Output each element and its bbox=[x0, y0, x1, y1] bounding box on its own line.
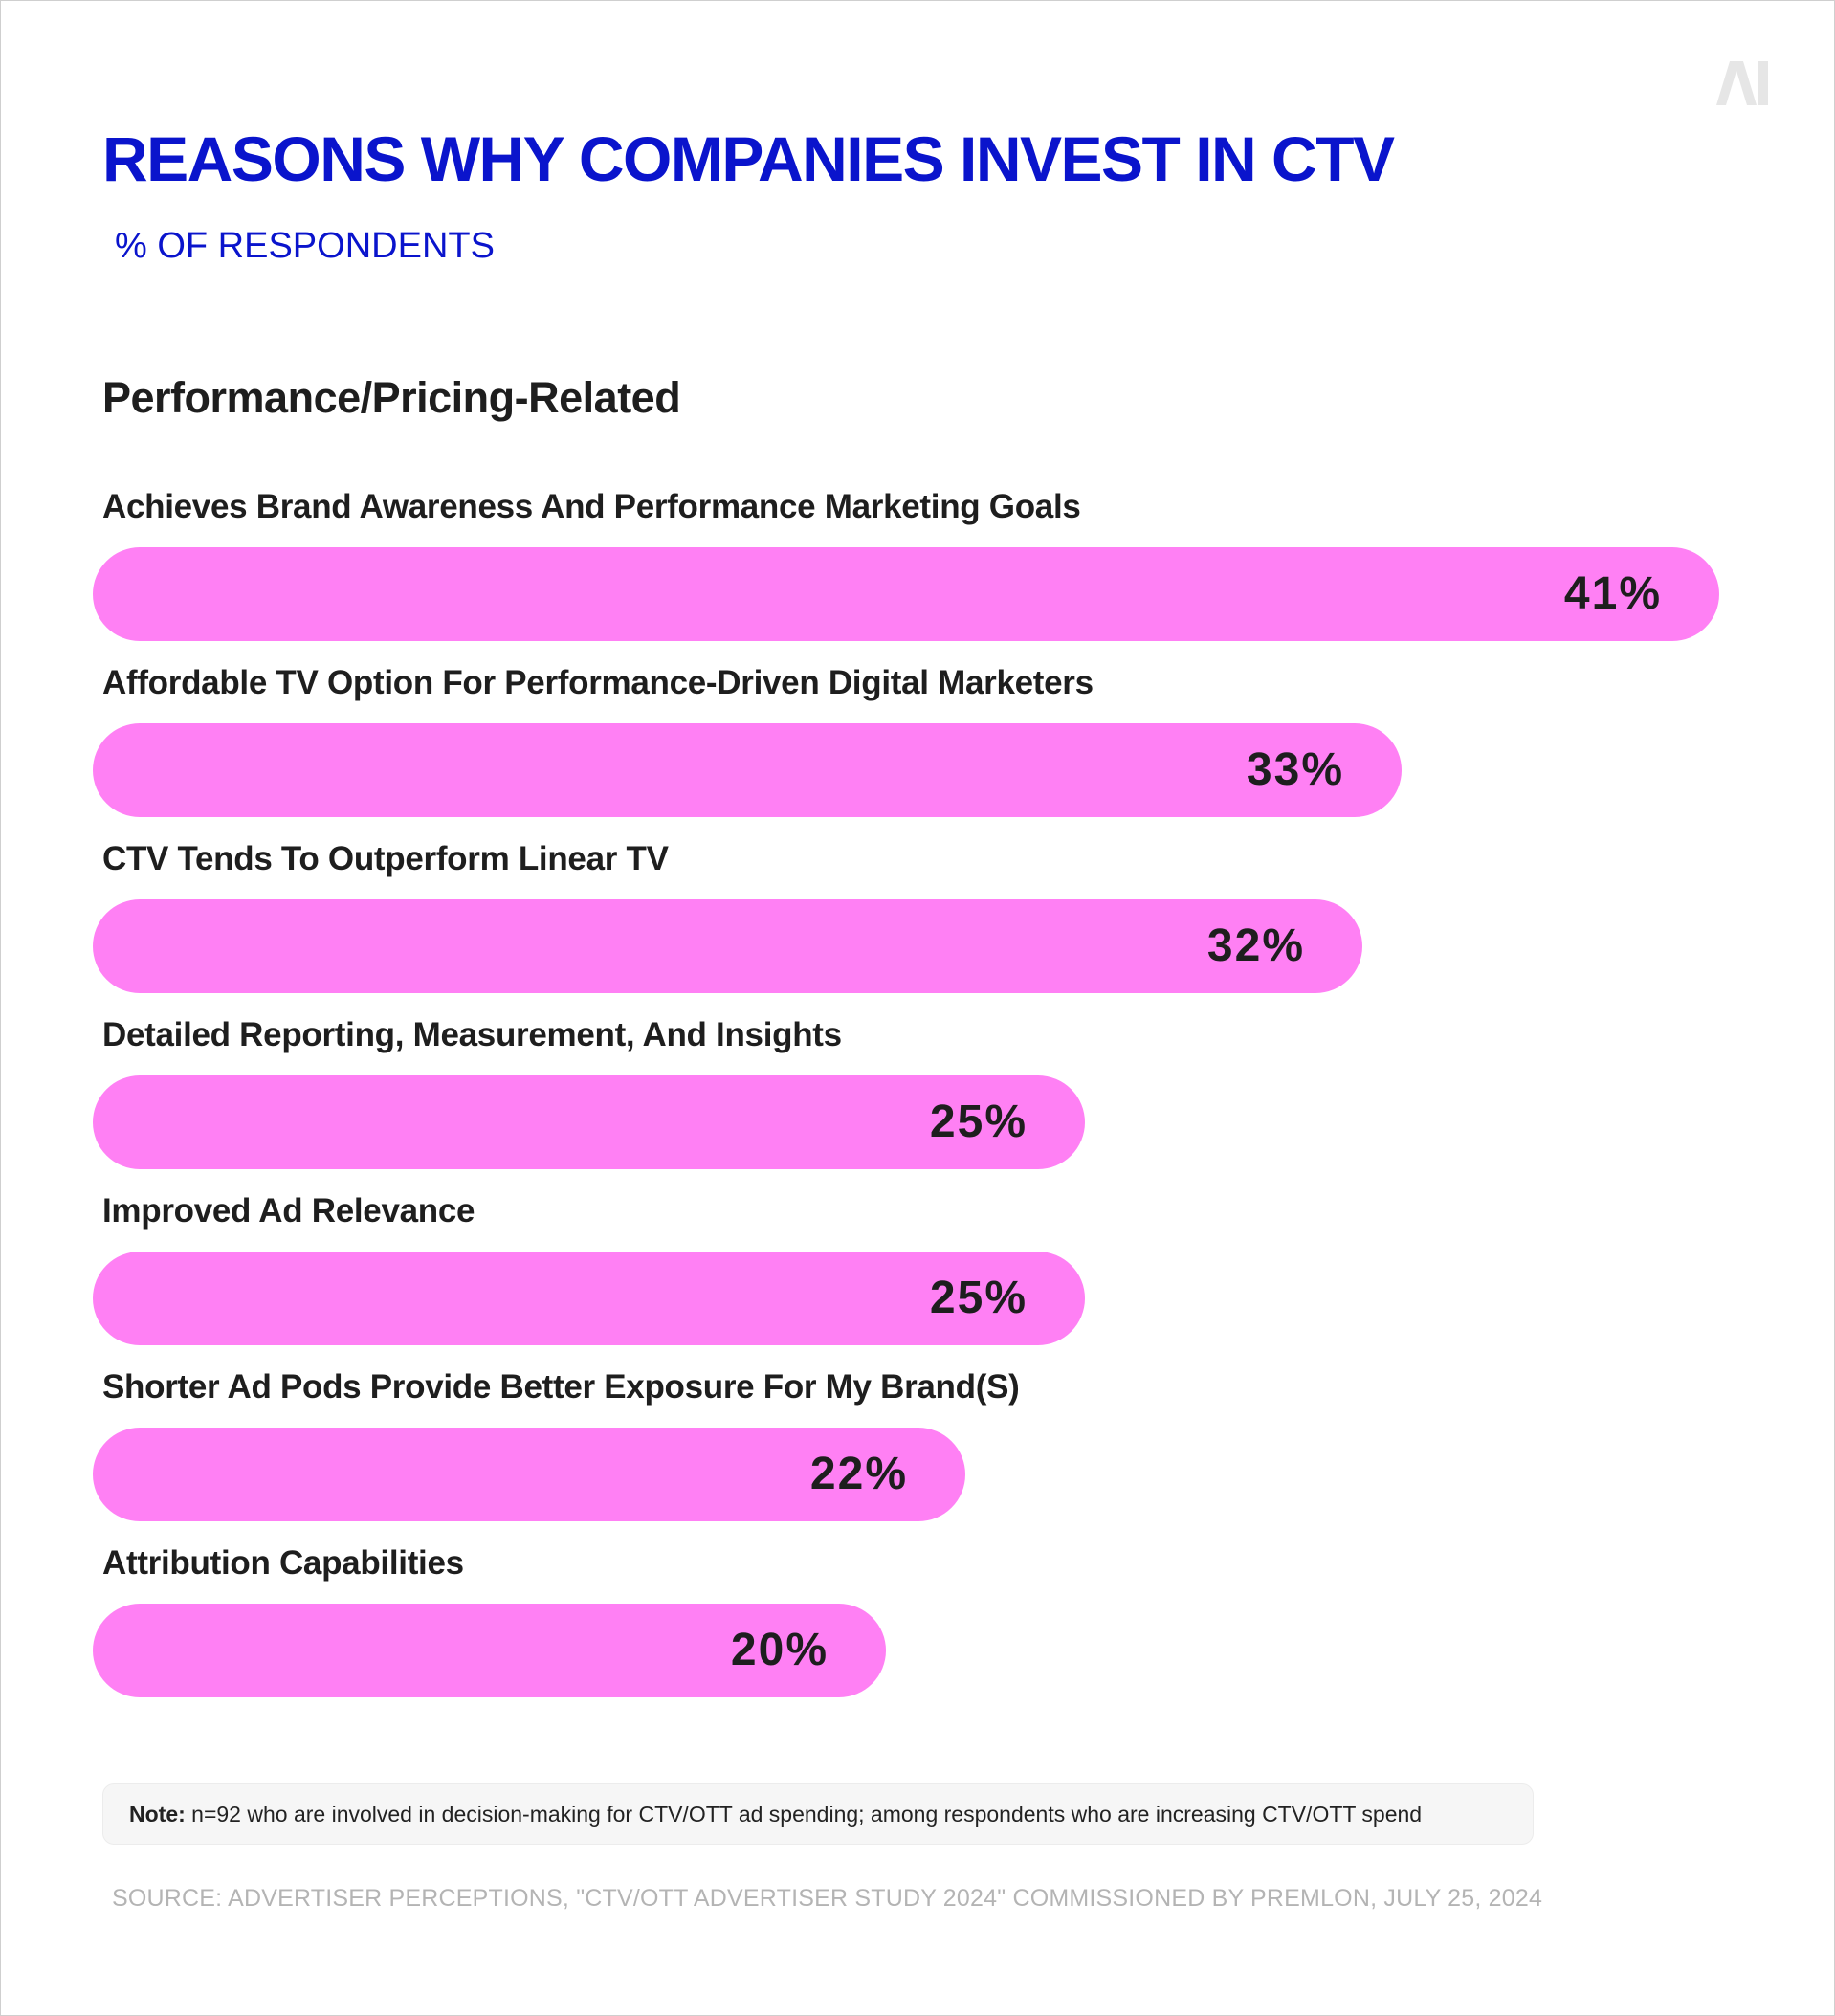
chart-subtitle: % OF RESPONDENTS bbox=[115, 226, 495, 266]
chart-title: REASONS WHY COMPANIES INVEST IN CTV bbox=[102, 123, 1395, 194]
ai-logo-icon bbox=[1716, 61, 1768, 105]
note-label: Note: bbox=[129, 1802, 186, 1827]
source-text: SOURCE: ADVERTISER PERCEPTIONS, "CTV/OTT… bbox=[112, 1885, 1543, 1912]
section-heading: Performance/Pricing-Related bbox=[102, 373, 681, 422]
note-text: n=92 who are involved in decision-making… bbox=[185, 1802, 1423, 1827]
note-box: Note: n=92 who are involved in decision-… bbox=[102, 1783, 1534, 1845]
